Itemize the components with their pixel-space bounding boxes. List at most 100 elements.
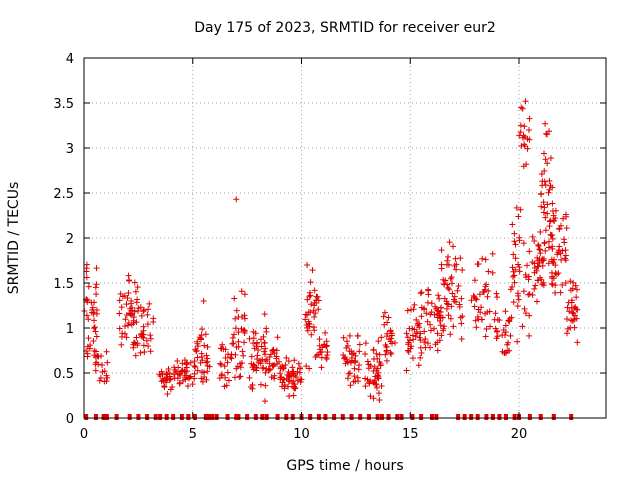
data-point [447,315,454,322]
data-point [436,295,443,302]
data-point [447,275,454,282]
data-point [285,383,292,390]
data-point [373,384,380,391]
data-point [422,336,429,343]
data-point [503,349,510,356]
data-point [568,304,575,311]
data-point [302,316,309,323]
data-point [421,339,428,346]
data-point [365,365,372,372]
data-point [267,351,274,358]
data-point [550,275,557,282]
data-point [546,128,553,135]
data-point [92,354,99,361]
data-point [416,320,423,327]
data-point [316,342,323,349]
data-point [455,283,462,290]
data-point [222,354,229,361]
data-point [140,308,147,315]
data-point [84,350,91,357]
data-point [187,359,194,366]
data-point [130,317,137,324]
data-point [531,264,538,271]
data-point [137,304,144,311]
data-point [206,363,213,370]
data-point [403,367,410,374]
data-point [552,207,559,214]
data-point [520,240,527,247]
data-point [413,316,420,323]
data-point [434,307,441,314]
data-point [537,250,544,257]
data-point [459,313,466,320]
data-point [524,145,531,152]
data-point [83,312,90,319]
data-point [362,340,369,347]
data-point [351,373,358,380]
data-point [423,310,430,317]
data-point [124,295,131,302]
data-point [164,390,171,397]
data-point [197,359,204,366]
data-point [89,304,96,311]
data-point [434,347,441,354]
baseline-flag [386,414,391,420]
data-point [261,340,268,347]
data-point [424,340,431,347]
data-point [318,364,325,371]
data-point [436,337,443,344]
data-point [346,332,353,339]
data-point [573,294,580,301]
data-point [525,276,532,283]
x-tick-label: 15 [402,427,419,442]
data-point [404,307,411,314]
data-point [352,378,359,385]
data-point [559,281,566,288]
data-point [183,372,190,379]
data-point [563,213,570,220]
data-point [192,364,199,371]
data-point [482,333,489,340]
data-point [194,354,201,361]
data-point [388,330,395,337]
data-point [529,291,536,298]
data-point [383,348,390,355]
data-point [263,357,270,364]
data-point [514,338,521,345]
data-point [516,234,523,241]
data-point [508,314,515,321]
data-point [564,304,571,311]
data-point [232,315,239,322]
data-point [233,196,240,203]
data-point [472,317,479,324]
data-point [538,203,545,210]
data-point [520,132,527,139]
data-point [93,333,100,340]
data-point [312,310,319,317]
data-point [356,362,363,369]
data-point [250,340,257,347]
data-point [248,353,255,360]
data-point [146,300,153,307]
data-point [158,368,165,375]
data-point [200,298,207,304]
data-point [93,359,100,366]
data-point [231,295,238,302]
baseline-flag [225,414,230,420]
data-point [274,334,281,341]
data-point [520,163,527,170]
data-point [141,307,148,314]
data-point [450,323,457,330]
data-point [180,377,187,384]
data-point [289,364,296,371]
data-point [303,363,310,370]
y-tick-label: 3 [66,142,74,157]
data-point [221,363,228,370]
data-point [375,369,382,376]
data-point [127,311,134,318]
data-point [522,98,529,105]
data-point [557,250,564,257]
data-point [282,361,289,368]
data-point [232,325,239,332]
data-point [545,244,552,251]
